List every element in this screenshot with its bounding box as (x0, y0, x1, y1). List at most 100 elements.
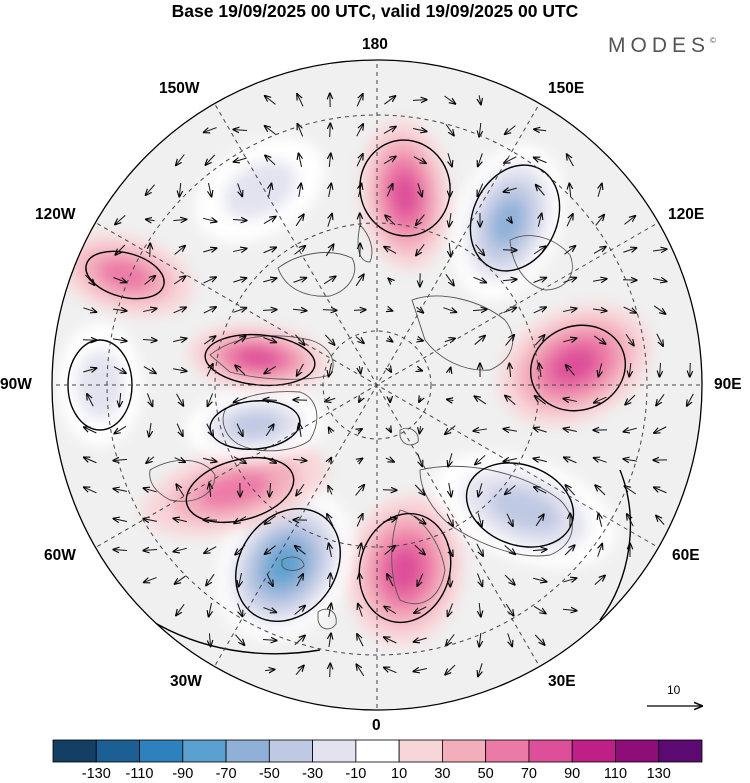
wind-vector (503, 459, 517, 462)
wind-vector (143, 308, 157, 311)
wind-vector (359, 543, 362, 557)
wind-vector (389, 368, 392, 372)
wind-vector (114, 425, 127, 433)
wind-vector (562, 609, 577, 610)
label-30e: 30E (548, 673, 576, 690)
colorbar-tick-label: -110 (125, 766, 154, 782)
wind-vector (173, 369, 187, 372)
wind-vector (444, 95, 455, 104)
wind-vector (413, 515, 426, 524)
wind-vector (472, 309, 487, 310)
wind-vector (593, 335, 605, 344)
wind-vector (448, 453, 452, 466)
wind-vector (238, 183, 243, 196)
wind-vector (84, 274, 94, 285)
wind-vector (478, 663, 482, 676)
wind-vector (355, 336, 364, 344)
wind-vector (325, 398, 336, 401)
wind-vector (176, 484, 185, 497)
wind-vector (479, 632, 481, 647)
wind-vector (623, 428, 637, 432)
wind-vector (418, 369, 423, 371)
wind-vector (149, 423, 151, 437)
colorbar-tick-label: -70 (215, 766, 237, 782)
wind-vector (384, 637, 397, 644)
label-90w: 90W (0, 376, 32, 393)
wind-vector (533, 458, 547, 461)
latitude-circle-outer (106, 114, 648, 656)
wind-vector (623, 248, 636, 252)
wind-vector (444, 338, 455, 341)
wind-vector (448, 153, 452, 166)
wind-vector (84, 427, 97, 434)
wind-vector (173, 307, 187, 314)
wind-vector (359, 366, 360, 374)
wind-vector (294, 605, 306, 615)
wind-vector (329, 458, 332, 463)
wind-vector (450, 572, 451, 587)
wind-vector (654, 305, 665, 314)
colorbar-swatch (268, 739, 314, 763)
wind-vector (419, 426, 420, 434)
wind-vector (115, 214, 126, 224)
wind-vector (479, 602, 481, 617)
wind-vector (629, 362, 631, 377)
wind-vector (330, 663, 331, 678)
wind-vector (297, 363, 304, 376)
wind-vector (263, 400, 278, 401)
wind-vector (539, 363, 541, 377)
wind-vector (416, 214, 425, 226)
wind-vector (235, 634, 244, 646)
wind-vector (203, 218, 217, 221)
wind-vector (503, 429, 517, 431)
wind-vector (176, 393, 184, 406)
wind-vector (416, 244, 425, 255)
label-120w: 120W (35, 206, 76, 223)
wind-vector (294, 546, 306, 555)
wind-vector (533, 578, 547, 582)
wind-vector (418, 183, 422, 196)
wind-vector (292, 309, 307, 310)
wind-vector (113, 489, 127, 492)
contour-fill (198, 471, 272, 509)
wind-vector (356, 154, 363, 167)
label-150e: 150E (548, 80, 585, 97)
russia-north-coast (419, 465, 573, 557)
wind-vector (505, 603, 514, 616)
wind-vector (293, 459, 307, 461)
wind-vector (659, 362, 660, 377)
alaska-coast (277, 252, 356, 297)
colorbar-swatch (485, 739, 530, 763)
colorbar-tick-label: 50 (477, 766, 494, 782)
wind-vector (478, 513, 482, 527)
wind-vector (173, 338, 187, 341)
wind-vector (324, 334, 334, 345)
wind-vector (413, 156, 426, 164)
wind-vector (295, 665, 304, 675)
wind-vector (414, 484, 425, 495)
wind-vector (563, 278, 576, 283)
wind-vector (479, 122, 481, 137)
wind-vector (263, 607, 276, 613)
wind-vector (447, 603, 454, 616)
wind-vector (209, 483, 210, 498)
wind-vector (237, 603, 243, 616)
wind-vector (327, 514, 334, 527)
contour-fill (98, 258, 152, 292)
wind-vector (265, 424, 274, 437)
wind-vector (419, 398, 421, 402)
wind-vector (534, 335, 544, 346)
wind-vector (413, 129, 427, 132)
streamline-90e (529, 324, 627, 412)
wind-vector (690, 362, 691, 377)
wind-vector (203, 458, 217, 461)
wind-vector (535, 514, 544, 527)
wind-vector (83, 368, 96, 372)
wind-vector (233, 248, 247, 251)
wind-vector (264, 126, 276, 135)
wind-vector (447, 399, 454, 400)
wind-vector (329, 633, 331, 647)
wind-vector (263, 456, 277, 463)
wind-vector (144, 276, 156, 285)
